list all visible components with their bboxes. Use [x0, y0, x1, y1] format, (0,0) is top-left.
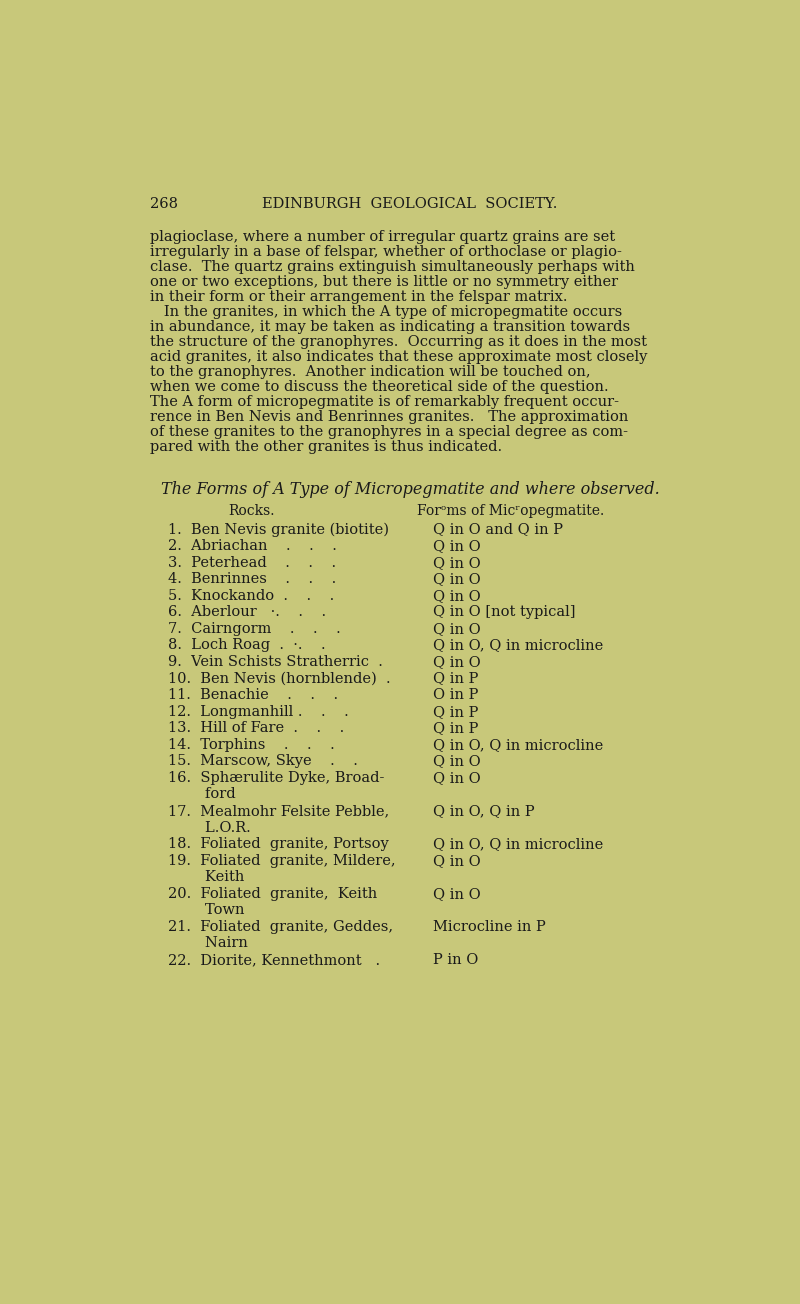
Text: 20.  Foliated  granite,  Keith: 20. Foliated granite, Keith [168, 887, 378, 901]
Text: Q in O, Q in microcline: Q in O, Q in microcline [434, 738, 603, 752]
Text: 2.  Abriachan    .    .    .: 2. Abriachan . . . [168, 539, 337, 553]
Text: Microcline in P: Microcline in P [434, 919, 546, 934]
Text: acid granites, it also indicates that these approximate most closely: acid granites, it also indicates that th… [150, 349, 648, 364]
Text: irregularly in a base of felspar, whether of orthoclase or plagio-: irregularly in a base of felspar, whethe… [150, 245, 622, 258]
Text: Q in O: Q in O [434, 556, 481, 570]
Text: clase.  The quartz grains extinguish simultaneously perhaps with: clase. The quartz grains extinguish simu… [150, 259, 635, 274]
Text: Q in O: Q in O [434, 589, 481, 602]
Text: in their form or their arrangement in the felspar matrix.: in their form or their arrangement in th… [150, 289, 568, 304]
Text: Q in O: Q in O [434, 572, 481, 587]
Text: The Forms of A Type of Micropegmatite and where observed.: The Forms of A Type of Micropegmatite an… [161, 481, 659, 498]
Text: 9.  Vein Schists Stratherric  .: 9. Vein Schists Stratherric . [168, 655, 383, 669]
Text: one or two exceptions, but there is little or no symmetry either: one or two exceptions, but there is litt… [150, 275, 618, 288]
Text: Q in O, Q in microcline: Q in O, Q in microcline [434, 639, 603, 652]
Text: 268: 268 [150, 197, 178, 210]
Text: 21.  Foliated  granite, Geddes,: 21. Foliated granite, Geddes, [168, 919, 394, 934]
Text: Q in P: Q in P [434, 704, 478, 719]
Text: 5.  Knockando  .    .    .: 5. Knockando . . . [168, 589, 334, 602]
Text: Q in O: Q in O [434, 771, 481, 785]
Text: 16.  Sphærulite Dyke, Broad-: 16. Sphærulite Dyke, Broad- [168, 771, 385, 785]
Text: P in O: P in O [434, 953, 478, 968]
Text: Q in O, Q in microcline: Q in O, Q in microcline [434, 837, 603, 852]
Text: Q in O: Q in O [434, 622, 481, 636]
Text: O in P: O in P [434, 689, 478, 702]
Text: 22.  Diorite, Kennethmont   .: 22. Diorite, Kennethmont . [168, 953, 380, 968]
Text: 3.  Peterhead    .    .    .: 3. Peterhead . . . [168, 556, 336, 570]
Text: 15.  Marscow, Skye    .    .: 15. Marscow, Skye . . [168, 755, 358, 768]
Text: 8.  Loch Roag  .  ·.    .: 8. Loch Roag . ·. . [168, 639, 326, 652]
Text: Q in P: Q in P [434, 672, 478, 686]
Text: ford: ford [168, 788, 236, 802]
Text: Keith: Keith [168, 870, 245, 884]
Text: The A form of micropegmatite is of remarkably frequent occur-: The A form of micropegmatite is of remar… [150, 395, 619, 408]
Text: 7.  Cairngorm    .    .    .: 7. Cairngorm . . . [168, 622, 341, 636]
Text: 4.  Benrinnes    .    .    .: 4. Benrinnes . . . [168, 572, 337, 587]
Text: 1.  Ben Nevis granite (biotite): 1. Ben Nevis granite (biotite) [168, 523, 389, 537]
Text: Rocks.: Rocks. [228, 505, 274, 518]
Text: EDINBURGH  GEOLOGICAL  SOCIETY.: EDINBURGH GEOLOGICAL SOCIETY. [262, 197, 558, 210]
Text: Q in O: Q in O [434, 755, 481, 768]
Text: Q in O [not typical]: Q in O [not typical] [434, 605, 576, 619]
Text: 6.  Aberlour   ·.    .    .: 6. Aberlour ·. . . [168, 605, 326, 619]
Text: 10.  Ben Nevis (hornblende)  .: 10. Ben Nevis (hornblende) . [168, 672, 391, 686]
Text: 13.  Hill of Fare  .    .    .: 13. Hill of Fare . . . [168, 721, 345, 735]
Text: Q in P: Q in P [434, 721, 478, 735]
Text: pared with the other granites is thus indicated.: pared with the other granites is thus in… [150, 439, 502, 454]
Text: Q in O: Q in O [434, 854, 481, 867]
Text: rence in Ben Nevis and Benrinnes granites.   The approximation: rence in Ben Nevis and Benrinnes granite… [150, 409, 629, 424]
Text: Town: Town [168, 904, 245, 918]
Text: the structure of the granophyres.  Occurring as it does in the most: the structure of the granophyres. Occurr… [150, 335, 647, 348]
Text: L.O.R.: L.O.R. [168, 820, 251, 835]
Text: Q in O: Q in O [434, 539, 481, 553]
Text: Q in O and Q in P: Q in O and Q in P [434, 523, 563, 537]
Text: 19.  Foliated  granite, Mildere,: 19. Foliated granite, Mildere, [168, 854, 396, 867]
Text: 14.  Torphins    .    .    .: 14. Torphins . . . [168, 738, 335, 752]
Text: in abundance, it may be taken as indicating a transition towards: in abundance, it may be taken as indicat… [150, 319, 630, 334]
Text: plagioclase, where a number of irregular quartz grains are set: plagioclase, where a number of irregular… [150, 230, 615, 244]
Text: to the granophyres.  Another indication will be touched on,: to the granophyres. Another indication w… [150, 365, 591, 378]
Text: Q in O: Q in O [434, 887, 481, 901]
Text: In the granites, in which the A type of micropegmatite occurs: In the granites, in which the A type of … [150, 305, 622, 318]
Text: 18.  Foliated  granite, Portsoy: 18. Foliated granite, Portsoy [168, 837, 389, 852]
Text: Q in O: Q in O [434, 655, 481, 669]
Text: when we come to discuss the theoretical side of the question.: when we come to discuss the theoretical … [150, 379, 609, 394]
Text: of these granites to the granophyres in a special degree as com-: of these granites to the granophyres in … [150, 425, 628, 439]
Text: Nairn: Nairn [168, 936, 248, 951]
Text: 11.  Benachie    .    .    .: 11. Benachie . . . [168, 689, 338, 702]
Text: Forᵒms of Micʳopegmatite.: Forᵒms of Micʳopegmatite. [417, 505, 604, 518]
Text: 12.  Longmanhill .    .    .: 12. Longmanhill . . . [168, 704, 349, 719]
Text: Q in O, Q in P: Q in O, Q in P [434, 805, 535, 818]
Text: 17.  Mealmohr Felsite Pebble,: 17. Mealmohr Felsite Pebble, [168, 805, 390, 818]
